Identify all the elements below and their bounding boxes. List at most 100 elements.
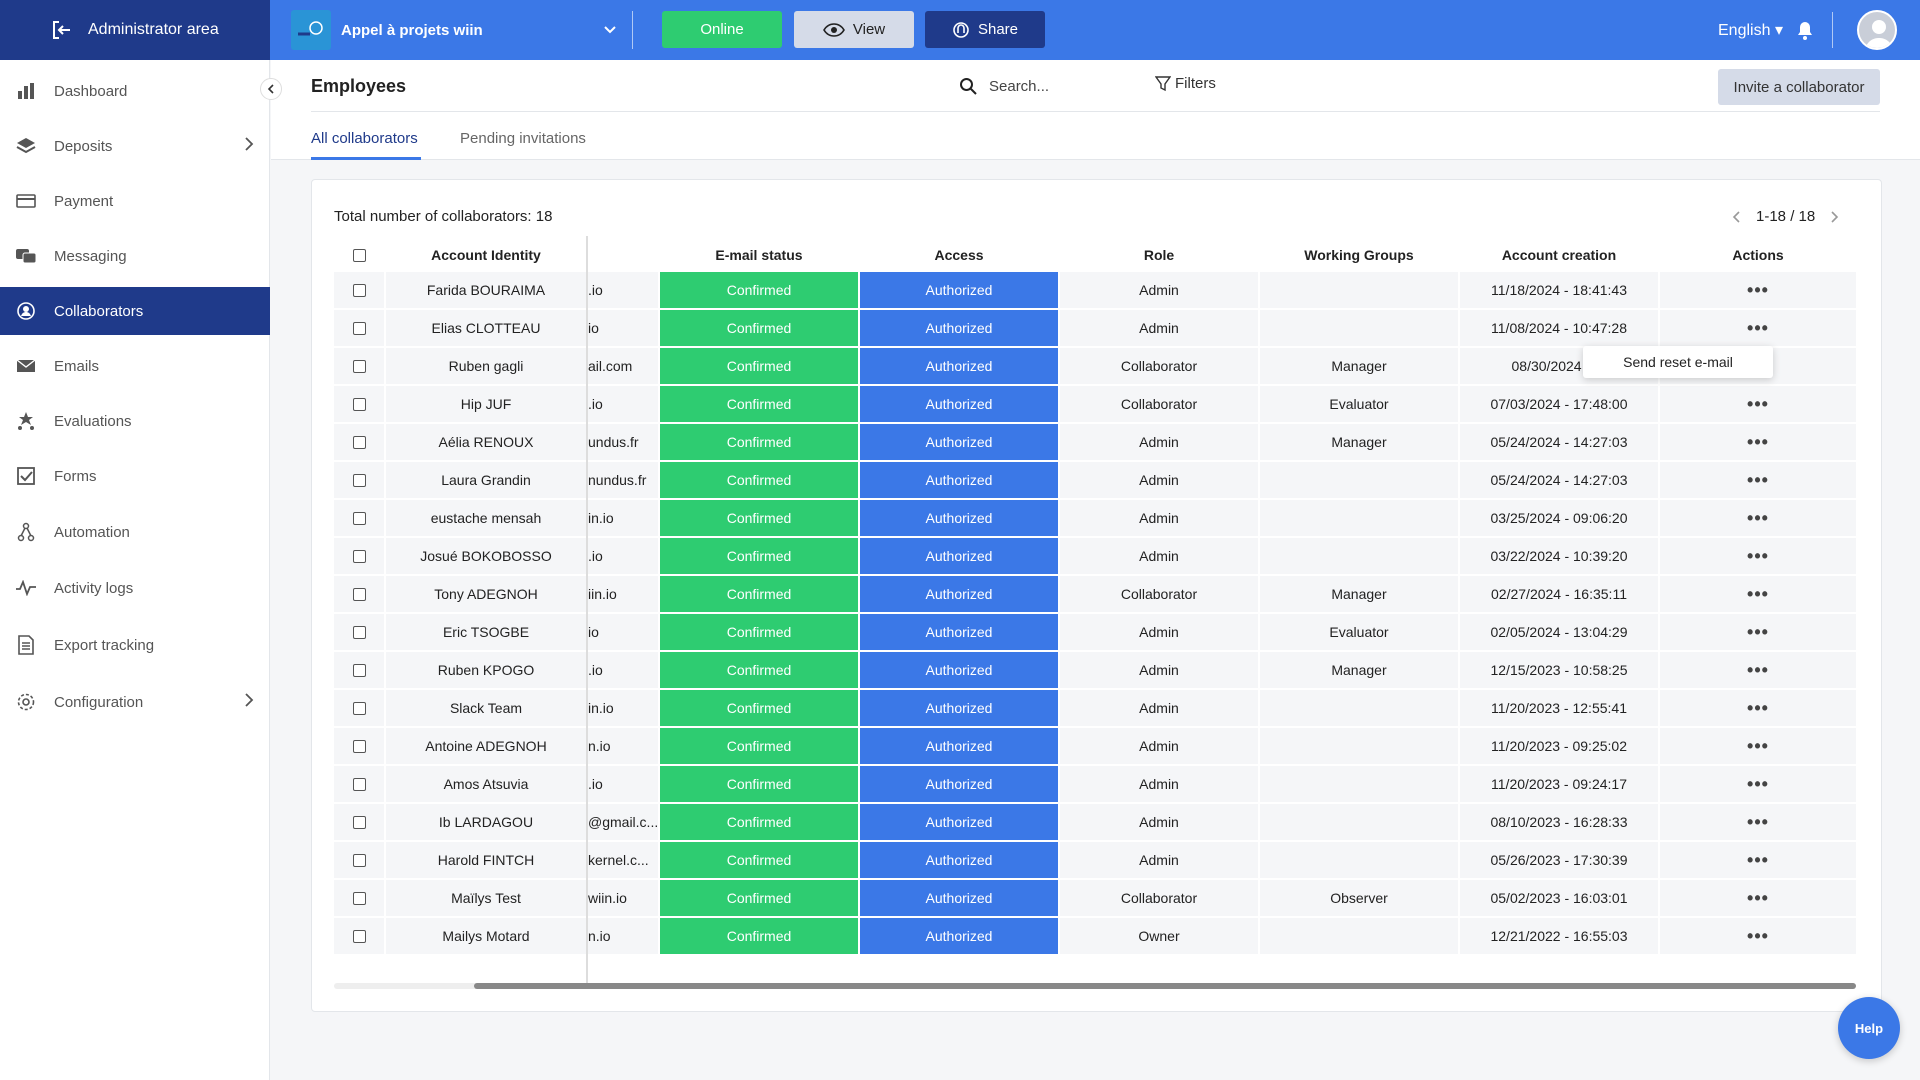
row-select-cell [334,804,384,840]
avatar[interactable] [1857,10,1897,50]
sidebar-item-deposits[interactable]: Deposits [0,122,270,170]
sidebar-item-forms[interactable]: Forms [0,452,270,500]
column-header[interactable]: Role [1143,247,1175,263]
more-actions-icon[interactable]: ••• [1747,469,1769,490]
more-actions-icon[interactable]: ••• [1747,887,1769,908]
send-reset-email-menu-item[interactable]: Send reset e-mail [1583,346,1773,378]
chevron-right-icon[interactable] [1829,210,1839,223]
account-creation-cell: 07/03/2024 - 17:48:00 [1460,386,1658,422]
row-checkbox[interactable] [352,473,366,487]
more-actions-icon[interactable]: ••• [1747,621,1769,642]
online-button[interactable]: Online [662,11,782,48]
sidebar-item-evaluations[interactable]: Evaluations [0,397,270,445]
row-checkbox[interactable] [352,853,366,867]
column-header[interactable]: Account Identity [431,247,541,263]
access-badge: Authorized [860,538,1058,574]
search-input[interactable]: Search... [989,77,1050,95]
sidebar-item-dashboard[interactable]: Dashboard [0,67,270,115]
more-actions-icon[interactable]: ••• [1747,697,1769,718]
row-checkbox[interactable] [352,549,366,563]
share-button[interactable]: Share [925,11,1045,48]
tab-all-collaborators[interactable]: All collaborators [311,130,421,160]
actions-cell: ••• [1660,880,1856,916]
language-selector[interactable]: English ▾ [1718,20,1783,40]
tab-pending-invitations[interactable]: Pending invitations [460,130,586,147]
row-checkbox[interactable] [352,777,366,791]
access-badge: Authorized [860,918,1058,954]
email-cell: @gmail.c... [588,804,658,840]
row-checkbox[interactable] [352,397,366,411]
more-actions-icon[interactable]: ••• [1747,773,1769,794]
filters-button[interactable]: Filters [1155,75,1216,92]
chevron-left-icon[interactable] [1732,210,1742,223]
bell-icon[interactable] [1796,20,1814,45]
more-actions-icon[interactable]: ••• [1747,811,1769,832]
more-actions-icon[interactable]: ••• [1747,583,1769,604]
row-checkbox[interactable] [352,663,366,677]
search-box[interactable]: Search... [959,77,1049,95]
row-checkbox[interactable] [352,435,366,449]
row-checkbox[interactable] [352,701,366,715]
select-all-checkbox[interactable] [352,248,366,262]
scrollbar-thumb[interactable] [474,983,1856,989]
working-group-cell [1260,462,1458,498]
email-cell: nundus.fr [588,462,658,498]
sidebar-item-automation[interactable]: Automation [0,508,270,556]
row-checkbox[interactable] [352,625,366,639]
working-group-cell [1260,766,1458,802]
sidebar-item-activity-logs[interactable]: Activity logs [0,564,270,612]
sidebar-item-messaging[interactable]: Messaging [0,232,270,280]
horizontal-scrollbar[interactable] [334,983,1856,989]
view-button[interactable]: View [794,11,914,48]
row-checkbox[interactable] [352,321,366,335]
sidebar-item-configuration[interactable]: Configuration [0,678,270,726]
table-row: Eric TSOGBE io Confirmed Authorized Admin Eva… [334,614,1856,652]
column-header[interactable]: Account creation [1501,247,1617,263]
sidebar-item-emails[interactable]: Emails [0,342,270,390]
more-actions-icon[interactable]: ••• [1747,925,1769,946]
more-actions-icon[interactable]: ••• [1747,507,1769,528]
actions-cell: ••• [1660,462,1856,498]
stars-icon [14,409,38,433]
admin-area-link[interactable]: Administrator area [0,0,270,60]
email-cell: kernel.c... [588,842,658,878]
more-actions-icon[interactable]: ••• [1747,317,1769,338]
more-actions-icon[interactable]: ••• [1747,849,1769,870]
user-circle-icon [14,299,38,323]
sidebar-item-payment[interactable]: Payment [0,177,270,225]
sidebar-item-export-tracking[interactable]: Export tracking [0,621,270,669]
more-actions-icon[interactable]: ••• [1747,279,1769,300]
email-status-badge: Confirmed [660,500,858,536]
more-actions-icon[interactable]: ••• [1747,393,1769,414]
row-checkbox[interactable] [352,587,366,601]
table-row: Ruben gagli ail.com Confirmed Authorized Col… [334,348,1856,386]
project-selector[interactable]: Appel à projets wiin [291,10,633,50]
column-header[interactable]: Working Groups [1304,247,1414,263]
row-checkbox[interactable] [352,511,366,525]
column-header[interactable]: E-mail status [715,247,803,263]
row-checkbox[interactable] [352,815,366,829]
row-checkbox[interactable] [352,891,366,905]
more-actions-icon[interactable]: ••• [1747,735,1769,756]
more-actions-icon[interactable]: ••• [1747,431,1769,452]
working-group-cell [1260,538,1458,574]
column-header[interactable]: Access [934,247,984,263]
row-select-cell [334,310,384,346]
row-checkbox[interactable] [352,283,366,297]
actions-cell: ••• [1660,424,1856,460]
access-badge: Authorized [860,880,1058,916]
table-row: Harold FINTCH kernel.c... Confirmed Authori… [334,842,1856,880]
help-button[interactable]: Help [1838,997,1900,1059]
row-checkbox[interactable] [352,359,366,373]
table-row: Aélia RENOUX undus.fr Confirmed Authorized A… [334,424,1856,462]
sidebar-item-collaborators[interactable]: Collaborators [0,287,270,335]
role-cell: Admin [1060,310,1258,346]
row-checkbox[interactable] [352,929,366,943]
collapse-sidebar-button[interactable] [260,78,282,100]
email-cell: in.io [588,500,658,536]
more-actions-icon[interactable]: ••• [1747,545,1769,566]
more-actions-icon[interactable]: ••• [1747,659,1769,680]
email-status-badge: Confirmed [660,652,858,688]
row-checkbox[interactable] [352,739,366,753]
invite-collaborator-button[interactable]: Invite a collaborator [1718,69,1880,105]
